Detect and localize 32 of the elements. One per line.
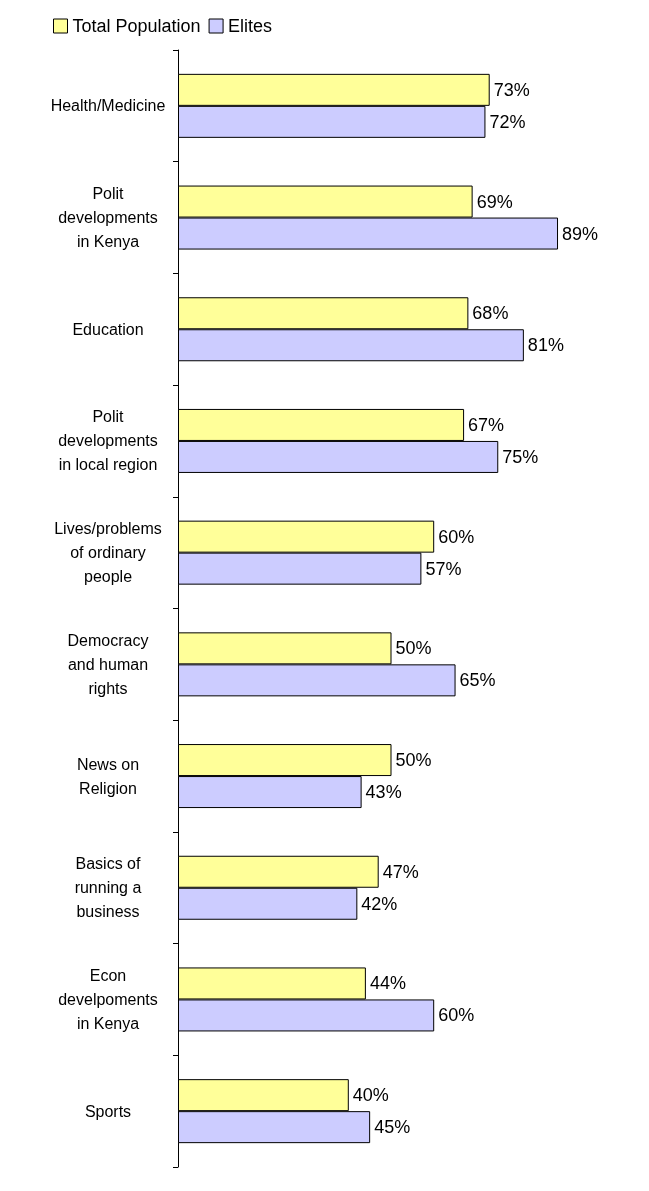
data-label: 81% bbox=[527, 335, 564, 356]
y-tick-label: Health/Medicine bbox=[50, 97, 166, 115]
data-label: 89% bbox=[562, 223, 599, 244]
data-label: 57% bbox=[425, 558, 462, 579]
y-tick-label: Polit developments in Kenya bbox=[58, 185, 158, 251]
y-tick-label: Lives/problems of ordinary people bbox=[54, 520, 162, 586]
y-tick-label: Democracy and human rights bbox=[67, 631, 149, 697]
data-label: 50% bbox=[395, 750, 432, 771]
data-label: 42% bbox=[361, 893, 398, 914]
data-label: 47% bbox=[382, 861, 419, 882]
data-label: 40% bbox=[352, 1085, 389, 1106]
y-tick-label: News on Religion bbox=[76, 755, 140, 797]
data-label: 68% bbox=[472, 303, 509, 324]
data-label: 65% bbox=[459, 670, 496, 691]
data-label: 44% bbox=[369, 973, 406, 994]
data-label: 45% bbox=[374, 1117, 411, 1138]
data-label: 69% bbox=[476, 191, 513, 212]
data-label: 72% bbox=[489, 111, 526, 132]
legend-label: Elites bbox=[228, 16, 273, 36]
y-tick-label: Econ develpoments in Kenya bbox=[58, 966, 158, 1032]
data-label: 75% bbox=[502, 446, 539, 467]
data-label: 60% bbox=[438, 1005, 475, 1026]
y-tick-label: Sports bbox=[84, 1102, 132, 1120]
data-label: 67% bbox=[468, 414, 505, 435]
y-tick-label: Education bbox=[72, 320, 144, 338]
legend-label: Total Population bbox=[72, 16, 201, 36]
data-label: 50% bbox=[395, 638, 432, 659]
data-label: 60% bbox=[438, 526, 475, 547]
data-label: 73% bbox=[493, 79, 530, 100]
data-label: 43% bbox=[365, 782, 402, 803]
y-tick-label: Basics of running a business bbox=[74, 855, 142, 921]
y-tick-label: Polit developments in local region bbox=[58, 408, 158, 474]
